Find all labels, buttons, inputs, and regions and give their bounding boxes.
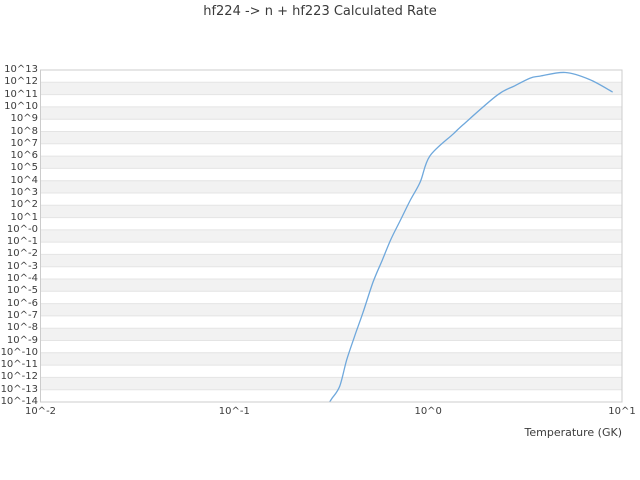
grid-band: [40, 229, 622, 243]
grid-band: [40, 254, 622, 267]
x-tick-label: 10^-1: [218, 406, 250, 417]
y-tick-label: 10^5: [10, 162, 38, 174]
grid-band: [40, 352, 622, 366]
y-tick-label: 10^13: [4, 64, 38, 75]
y-tick-label: 10^10: [4, 100, 38, 112]
rate-curve: [328, 71, 613, 402]
y-tick-label: 10^2: [10, 199, 38, 211]
chart-title: hf224 -> n + hf223 Calculated Rate: [203, 4, 437, 19]
y-tick-label: 10^-2: [6, 248, 38, 260]
y-tick-label: 10^1: [10, 211, 38, 223]
y-tick-label: 10^-6: [6, 297, 38, 309]
y-tick-label: 10^-14: [0, 396, 38, 407]
x-tick-label: 10^-2: [24, 406, 57, 417]
y-tick-label: 10^-12: [0, 371, 38, 383]
y-tick-label: 10^11: [4, 88, 38, 100]
grid-band: [40, 131, 622, 144]
grid-band: [40, 156, 622, 169]
grid-band: [40, 82, 622, 95]
y-tick-label: 10^4: [10, 174, 38, 186]
x-tick-label: 10^1: [608, 406, 636, 417]
y-tick-label: 10^-5: [6, 285, 38, 297]
y-tick-label: 10^7: [10, 137, 38, 149]
y-tick-label: 10^-7: [6, 309, 38, 321]
y-tick-label: 10^-13: [0, 383, 38, 395]
grid-band: [40, 303, 622, 316]
grid-band: [40, 180, 622, 193]
grid-band: [40, 377, 622, 390]
grid-band: [40, 106, 622, 120]
y-tick-label: 10^9: [10, 113, 38, 125]
x-axis-title: Temperature (GK): [524, 426, 623, 439]
y-tick-label: 10^-11: [0, 359, 38, 371]
x-tick-label: 10^0: [414, 406, 442, 417]
y-tick-label: 10^12: [4, 76, 38, 88]
y-tick-label: 10^-8: [6, 322, 38, 334]
y-tick-label: 10^-10: [0, 346, 38, 358]
y-tick-label: 10^6: [10, 150, 38, 162]
grid-band: [40, 279, 622, 292]
y-tick-label: 10^8: [10, 125, 38, 137]
y-tick-label: 10^-3: [6, 260, 38, 272]
y-tick-label: 10^3: [10, 187, 38, 198]
y-tick-label: 10^-9: [6, 334, 38, 346]
grid-band: [40, 205, 622, 218]
y-tick-label: 10^-1: [6, 236, 38, 248]
grid-band: [40, 328, 622, 341]
y-tick-label: 10^-0: [6, 223, 38, 235]
y-tick-label: 10^-4: [6, 273, 38, 284]
plot-border: [40, 69, 623, 403]
